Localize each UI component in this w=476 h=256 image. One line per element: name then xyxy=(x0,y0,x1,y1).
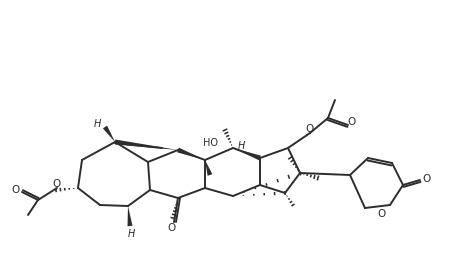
Text: O: O xyxy=(347,117,356,127)
Polygon shape xyxy=(127,206,132,226)
Polygon shape xyxy=(232,148,260,160)
Text: H: H xyxy=(237,141,244,151)
Text: O: O xyxy=(422,174,430,184)
Polygon shape xyxy=(177,148,205,160)
Text: O: O xyxy=(53,179,61,189)
Text: O: O xyxy=(305,124,314,134)
Text: H: H xyxy=(93,119,100,129)
Text: O: O xyxy=(377,209,385,219)
Polygon shape xyxy=(103,126,115,142)
Text: HO: HO xyxy=(203,138,218,148)
Text: H: H xyxy=(127,229,134,239)
Text: O: O xyxy=(12,185,20,195)
Polygon shape xyxy=(205,160,212,176)
Polygon shape xyxy=(114,140,178,150)
Text: O: O xyxy=(168,223,176,233)
